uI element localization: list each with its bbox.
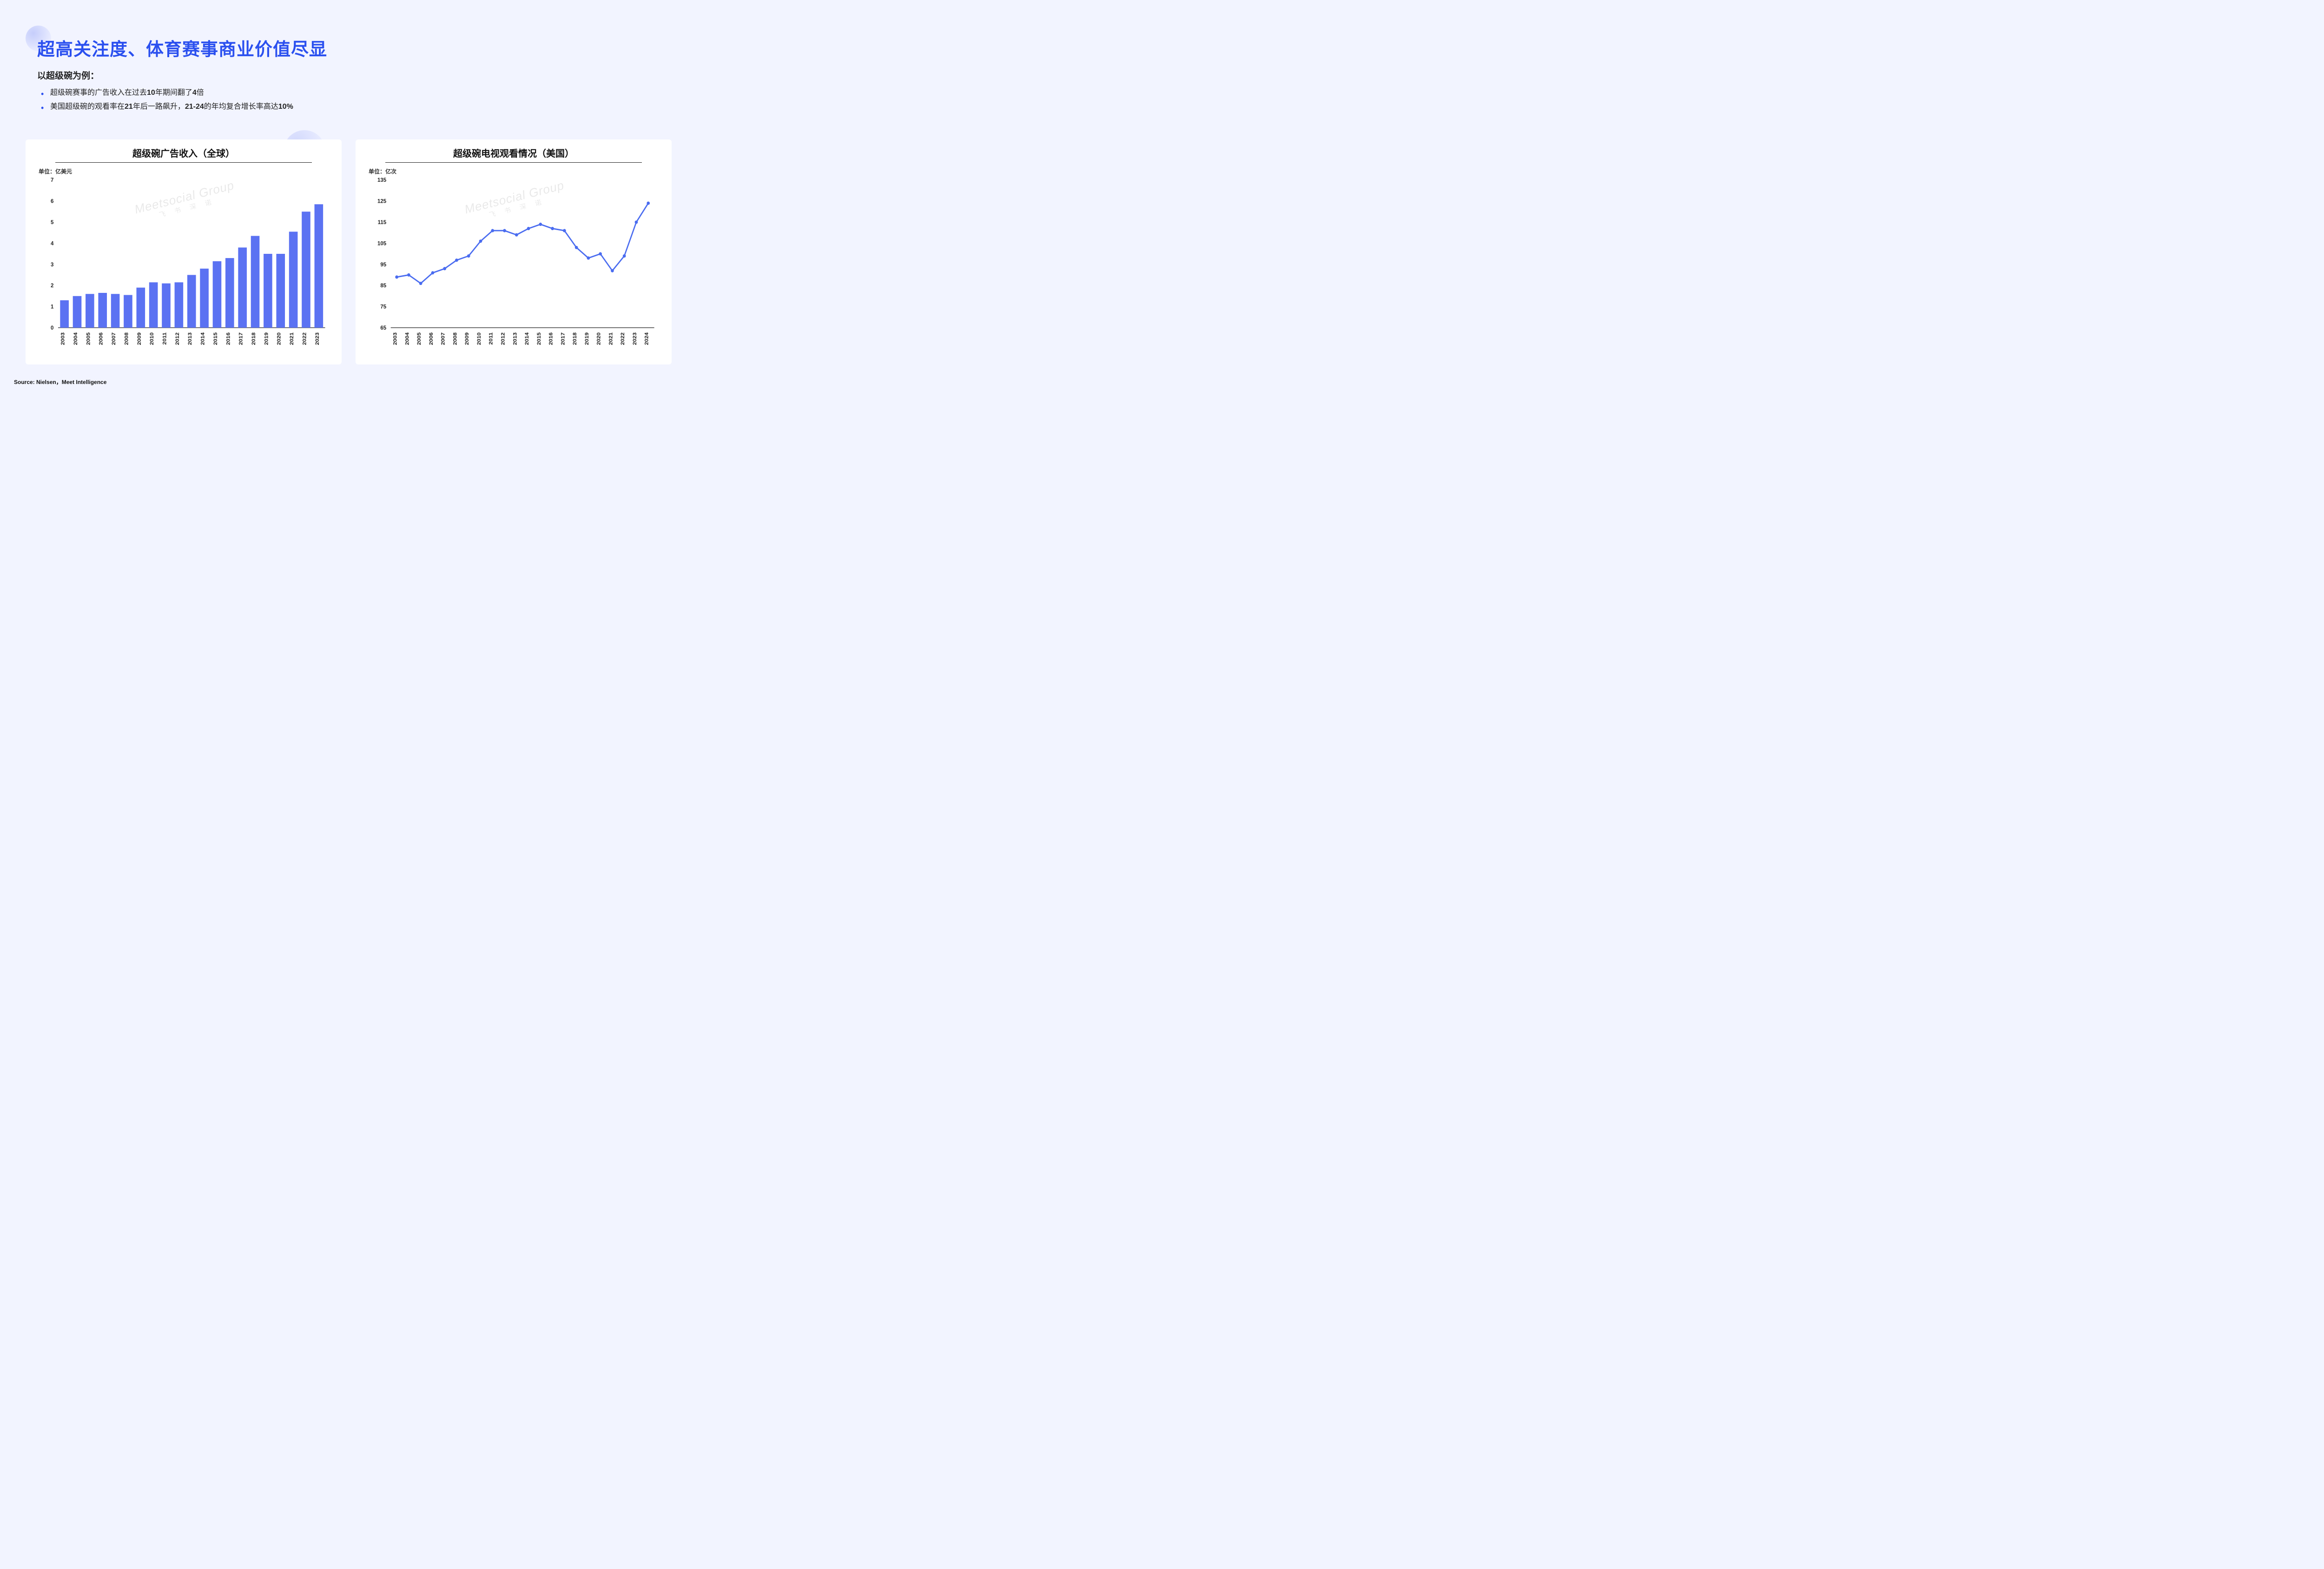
svg-text:2: 2 xyxy=(51,282,54,289)
svg-text:2005: 2005 xyxy=(416,332,422,345)
svg-text:2023: 2023 xyxy=(314,332,320,345)
svg-text:2011: 2011 xyxy=(488,332,494,345)
svg-text:2015: 2015 xyxy=(212,332,218,345)
svg-text:2003: 2003 xyxy=(392,332,398,345)
svg-text:1: 1 xyxy=(51,303,54,310)
svg-text:2008: 2008 xyxy=(452,332,458,345)
svg-text:2009: 2009 xyxy=(464,332,470,345)
svg-text:2021: 2021 xyxy=(607,332,614,345)
svg-text:2012: 2012 xyxy=(500,332,506,345)
line-chart-card: 超级碗电视观看情况（美国） 单位：亿次 65 75 85 95 105 115 125 135… xyxy=(356,139,672,364)
page-title: 超高关注度、体育赛事商业价值尽显 xyxy=(37,35,660,60)
svg-text:7: 7 xyxy=(51,177,54,183)
svg-text:0: 0 xyxy=(51,324,54,331)
svg-text:2018: 2018 xyxy=(250,332,257,345)
svg-text:105: 105 xyxy=(377,240,387,246)
svg-text:2014: 2014 xyxy=(523,332,530,345)
svg-text:2017: 2017 xyxy=(238,332,244,345)
svg-text:65: 65 xyxy=(380,324,386,331)
svg-text:2007: 2007 xyxy=(110,332,117,345)
svg-text:125: 125 xyxy=(377,198,387,204)
line-chart-unit: 单位：亿次 xyxy=(369,167,660,175)
svg-text:3: 3 xyxy=(51,261,54,267)
svg-text:2012: 2012 xyxy=(174,332,180,345)
svg-text:2009: 2009 xyxy=(136,332,142,345)
svg-text:2017: 2017 xyxy=(560,332,566,345)
svg-text:2005: 2005 xyxy=(85,332,92,345)
svg-text:2014: 2014 xyxy=(199,332,206,345)
svg-text:2022: 2022 xyxy=(301,332,308,345)
header: 超高关注度、体育赛事商业价值尽显 以超级碗为例： 超级碗赛事的广告收入在过去10… xyxy=(37,35,660,114)
svg-text:2023: 2023 xyxy=(631,332,638,345)
svg-text:2020: 2020 xyxy=(276,332,282,345)
svg-text:2007: 2007 xyxy=(440,332,446,345)
bar-chart-card: 超级碗广告收入（全球） 单位：亿美元 0 1 2 3 4 5 6 7 2003 2004 2005 2… xyxy=(26,139,342,364)
line-chart-plot: 65 75 85 95 105 115 125 135 2003 2004 2005 2006 2007… xyxy=(367,176,660,356)
svg-text:4: 4 xyxy=(51,240,54,246)
svg-text:75: 75 xyxy=(380,303,386,310)
svg-text:2016: 2016 xyxy=(548,332,554,345)
svg-text:6: 6 xyxy=(51,198,54,204)
charts-row: 超级碗广告收入（全球） 单位：亿美元 0 1 2 3 4 5 6 7 2003 2004 2005 2… xyxy=(26,139,672,364)
svg-text:2021: 2021 xyxy=(288,332,295,345)
bar-chart-unit: 单位：亿美元 xyxy=(39,167,330,175)
svg-text:2020: 2020 xyxy=(595,332,602,345)
bar-chart-plot: 0 1 2 3 4 5 6 7 2003 2004 2005 2006 2007 2008 2009 2010… xyxy=(37,176,330,356)
svg-text:135: 135 xyxy=(377,177,387,183)
svg-text:2003: 2003 xyxy=(59,332,66,345)
svg-text:115: 115 xyxy=(378,219,387,225)
svg-text:85: 85 xyxy=(380,282,386,289)
svg-text:2019: 2019 xyxy=(263,332,270,345)
bar-chart-title: 超级碗广告收入（全球） xyxy=(55,146,312,163)
svg-text:2004: 2004 xyxy=(404,332,410,345)
svg-text:2013: 2013 xyxy=(512,332,518,345)
svg-text:2015: 2015 xyxy=(535,332,542,345)
svg-text:2011: 2011 xyxy=(161,332,168,345)
subtitle: 以超级碗为例： xyxy=(37,69,660,81)
svg-text:2010: 2010 xyxy=(475,332,482,345)
line-chart-title: 超级碗电视观看情况（美国） xyxy=(385,146,642,163)
bullet-item: 超级碗赛事的广告收入在过去10年期间翻了4倍 xyxy=(50,86,660,100)
svg-text:2022: 2022 xyxy=(620,332,626,345)
svg-text:2006: 2006 xyxy=(428,332,434,345)
svg-text:2016: 2016 xyxy=(225,332,231,345)
svg-text:2010: 2010 xyxy=(149,332,155,345)
bullet-list: 超级碗赛事的广告收入在过去10年期间翻了4倍美国超级碗的观看率在21年后一路飙升… xyxy=(37,86,660,114)
svg-text:2006: 2006 xyxy=(98,332,104,345)
svg-text:2018: 2018 xyxy=(571,332,578,345)
svg-text:2024: 2024 xyxy=(643,332,650,345)
svg-text:2004: 2004 xyxy=(72,332,79,345)
source-text: Source: Nielsen，Meet Intelligence xyxy=(14,378,106,386)
svg-text:2019: 2019 xyxy=(583,332,590,345)
svg-text:2008: 2008 xyxy=(123,332,130,345)
svg-text:2013: 2013 xyxy=(187,332,193,345)
bullet-item: 美国超级碗的观看率在21年后一路飙升，21-24的年均复合增长率高达10% xyxy=(50,100,660,114)
svg-text:95: 95 xyxy=(380,261,386,267)
svg-text:5: 5 xyxy=(51,219,54,225)
